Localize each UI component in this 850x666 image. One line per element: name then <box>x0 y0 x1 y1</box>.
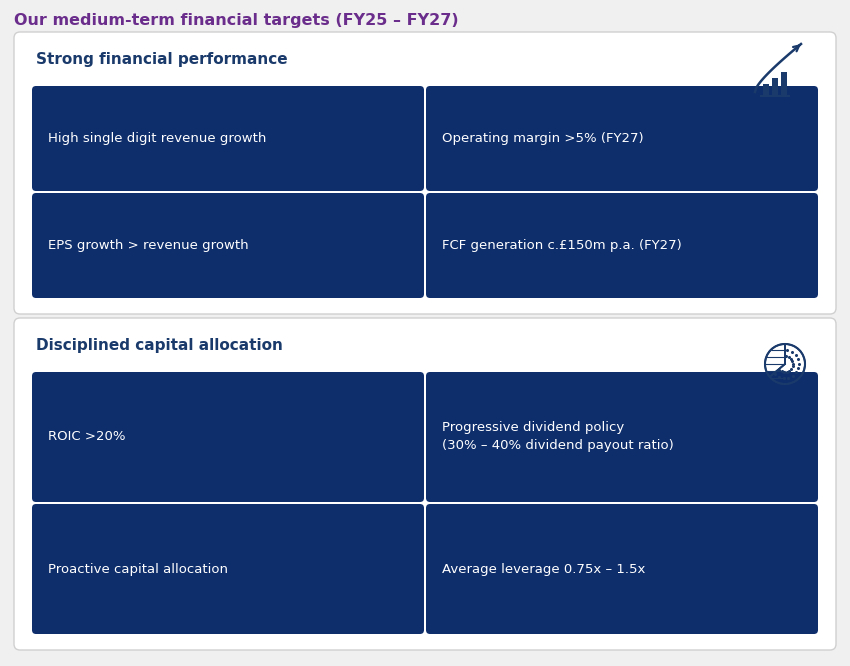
Bar <box>763 84 769 96</box>
Text: Strong financial performance: Strong financial performance <box>36 52 287 67</box>
Text: Proactive capital allocation: Proactive capital allocation <box>48 563 228 575</box>
Text: Our medium-term financial targets (FY25 – FY27): Our medium-term financial targets (FY25 … <box>14 13 459 28</box>
Text: Disciplined capital allocation: Disciplined capital allocation <box>36 338 283 353</box>
FancyBboxPatch shape <box>14 318 836 650</box>
Text: FCF generation c.£150m p.a. (FY27): FCF generation c.£150m p.a. (FY27) <box>442 239 682 252</box>
Bar <box>772 78 778 96</box>
Text: Progressive dividend policy
(30% – 40% dividend payout ratio): Progressive dividend policy (30% – 40% d… <box>442 422 674 452</box>
Text: EPS growth > revenue growth: EPS growth > revenue growth <box>48 239 248 252</box>
Text: Average leverage 0.75x – 1.5x: Average leverage 0.75x – 1.5x <box>442 563 645 575</box>
FancyBboxPatch shape <box>426 86 818 191</box>
FancyBboxPatch shape <box>14 32 836 314</box>
FancyBboxPatch shape <box>426 372 818 502</box>
FancyBboxPatch shape <box>426 504 818 634</box>
FancyBboxPatch shape <box>32 86 424 191</box>
Text: ROIC >20%: ROIC >20% <box>48 430 126 444</box>
FancyBboxPatch shape <box>32 193 424 298</box>
FancyBboxPatch shape <box>32 504 424 634</box>
FancyBboxPatch shape <box>32 372 424 502</box>
FancyBboxPatch shape <box>426 193 818 298</box>
Bar <box>781 72 787 96</box>
Text: High single digit revenue growth: High single digit revenue growth <box>48 132 266 145</box>
Text: Operating margin >5% (FY27): Operating margin >5% (FY27) <box>442 132 643 145</box>
